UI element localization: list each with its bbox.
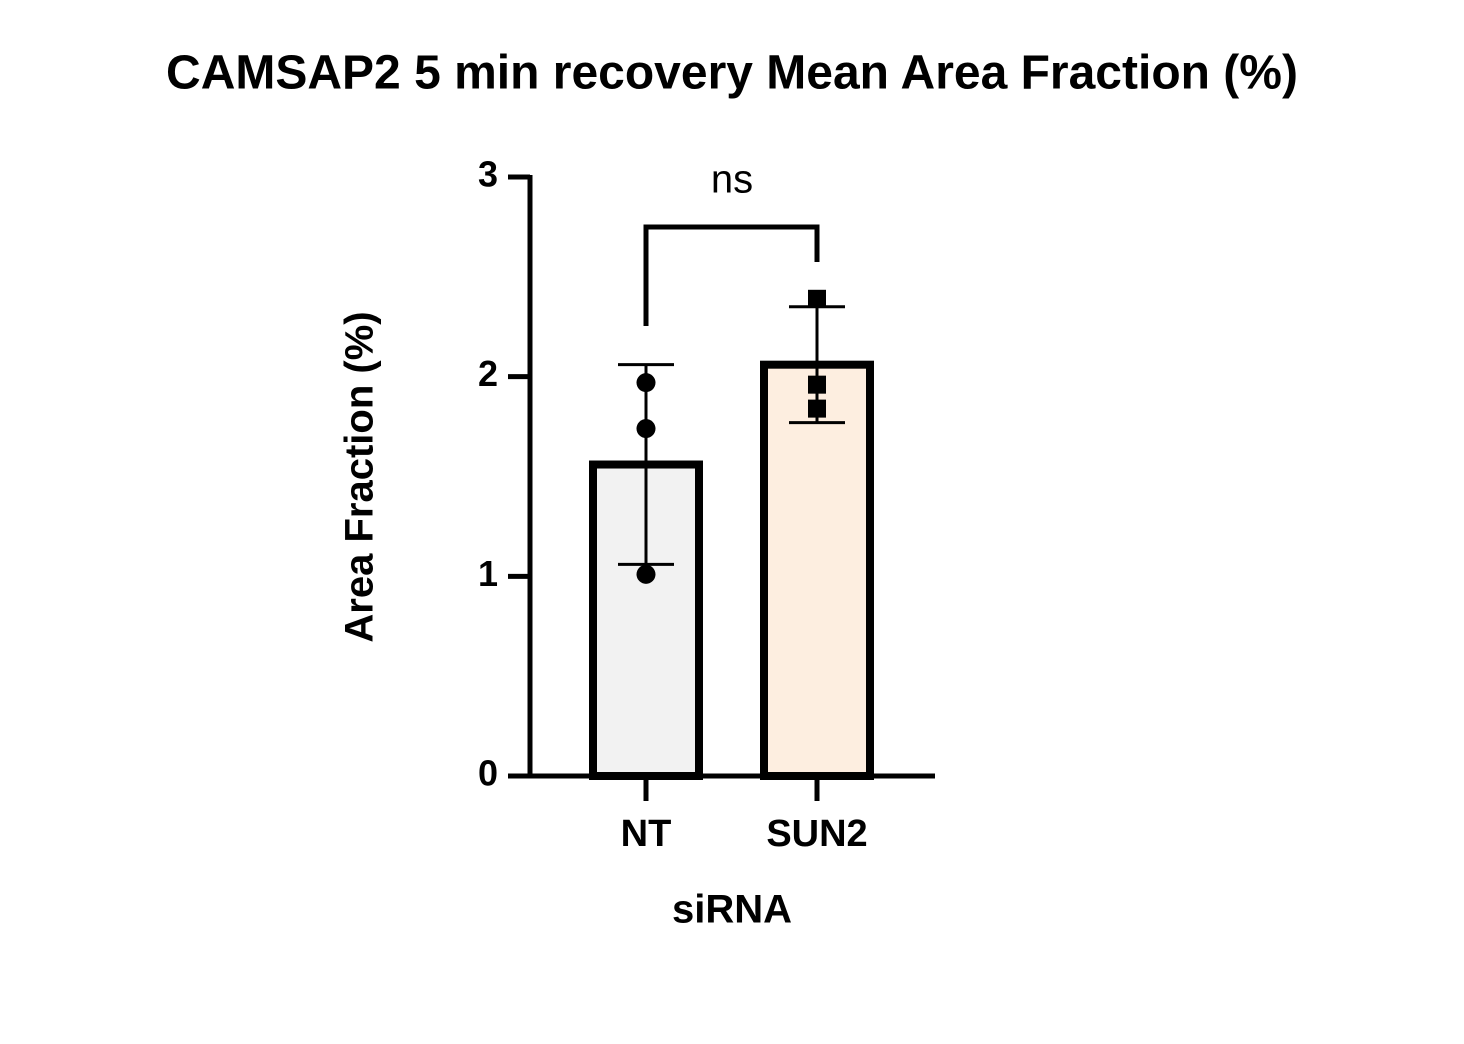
data-point (808, 289, 826, 308)
data-point (808, 375, 826, 394)
y-tick-label: 0 (478, 753, 498, 794)
bar (760, 360, 874, 780)
significance-label: ns (711, 158, 753, 202)
x-tick-label: NT (621, 813, 672, 855)
data-point (636, 564, 656, 584)
y-tick-label: 1 (478, 553, 498, 594)
x-tick-label: SUN2 (766, 813, 867, 855)
data-point (636, 419, 656, 439)
y-tick-label: 3 (478, 154, 498, 195)
x-axis-label: siRNA (672, 888, 792, 932)
chart-title: CAMSAP2 5 min recovery Mean Area Fractio… (166, 47, 1298, 100)
significance-bracket (643, 224, 820, 326)
data-point (636, 373, 656, 393)
y-axis-label: Area Fraction (%) (338, 311, 382, 642)
data-point (808, 399, 826, 418)
y-tick-label: 2 (478, 353, 498, 394)
